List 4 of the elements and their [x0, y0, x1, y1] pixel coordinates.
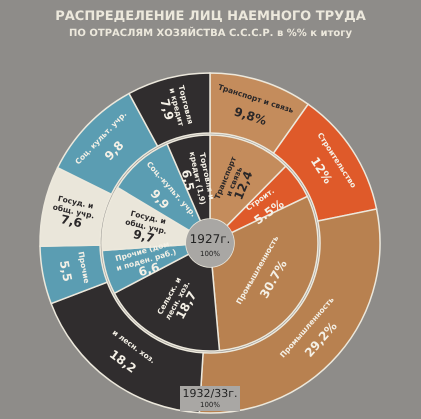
slice-label: 1932/33г. — [182, 387, 238, 400]
slice-label: 1927г. — [190, 232, 230, 246]
chart-title: РАСПРЕДЕЛЕНИЕ ЛИЦ НАЕМНОГО ТРУДА — [55, 9, 366, 24]
chart-subtitle: ПО ОТРАСЛЯМ ХОЗЯЙСТВА С.С.С.Р. в %% к итогу — [69, 26, 352, 39]
